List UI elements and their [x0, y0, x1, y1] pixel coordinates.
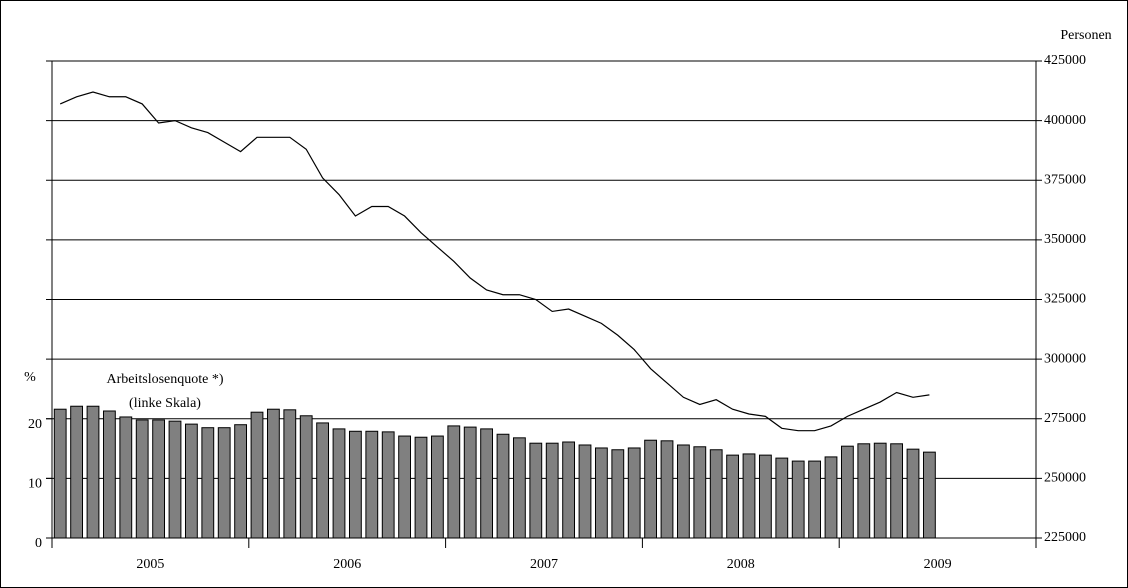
bar	[332, 428, 346, 539]
bar	[152, 419, 166, 539]
y2-tick-label: 300000	[1044, 351, 1086, 366]
bar	[381, 431, 395, 539]
bar	[775, 457, 789, 539]
bar	[808, 460, 822, 539]
y2-tick-label: 325000	[1044, 292, 1086, 307]
bar	[611, 449, 625, 539]
bar	[545, 442, 559, 539]
bar	[447, 425, 461, 539]
x-tick-label: 2005	[136, 557, 164, 572]
bar	[906, 448, 920, 539]
bar	[709, 449, 723, 539]
bar	[512, 437, 526, 539]
bar	[627, 447, 641, 539]
bar	[168, 420, 182, 539]
bar	[726, 454, 740, 539]
y2-tick-label: 250000	[1044, 471, 1086, 486]
annotation: (linke Skala)	[129, 396, 201, 411]
bar	[693, 446, 707, 539]
y2-tick-label: 275000	[1044, 411, 1086, 426]
bar	[644, 439, 658, 539]
bar	[102, 410, 116, 539]
y-tick-label: 20	[28, 417, 42, 432]
bar	[922, 451, 936, 539]
line	[59, 91, 930, 432]
bar	[496, 433, 510, 539]
annotation: Arbeitslosenquote *)	[106, 372, 223, 387]
y2-tick-label: 425000	[1044, 53, 1086, 68]
bar	[135, 419, 149, 539]
bar	[250, 411, 264, 539]
bar	[660, 440, 674, 539]
bar	[299, 415, 313, 539]
bar	[758, 454, 772, 539]
bar	[234, 424, 248, 539]
bar	[86, 405, 100, 539]
bar	[53, 408, 67, 539]
bar	[529, 442, 543, 539]
x-tick-label: 2006	[333, 557, 361, 572]
bar	[594, 447, 608, 539]
y-tick-label: 10	[28, 477, 42, 492]
bar	[873, 442, 887, 539]
bar	[562, 441, 576, 539]
bar	[857, 443, 871, 539]
bar	[201, 427, 215, 539]
bar	[742, 453, 756, 539]
bar	[119, 416, 133, 539]
bar	[316, 422, 330, 539]
bar	[365, 430, 379, 539]
y2-tick-label: 375000	[1044, 172, 1086, 187]
y2-tick-label: 400000	[1044, 113, 1086, 128]
bar	[283, 409, 297, 539]
bar	[348, 430, 362, 539]
bar	[414, 436, 428, 539]
x-tick-label: 2008	[727, 557, 755, 572]
y2-tick-label: 225000	[1044, 530, 1086, 545]
bar	[480, 428, 494, 539]
bar	[217, 427, 231, 539]
bar	[463, 426, 477, 539]
bar	[824, 456, 838, 539]
y2-tick-label: 350000	[1044, 232, 1086, 247]
x-tick-label: 2007	[530, 557, 558, 572]
bar	[890, 443, 904, 539]
y2-axis-label: Personen	[1060, 28, 1111, 43]
bar	[430, 435, 444, 539]
x-tick-label: 2009	[924, 557, 952, 572]
bar	[184, 423, 198, 539]
bar	[791, 460, 805, 539]
bar	[676, 444, 690, 539]
bar	[398, 435, 412, 539]
bar	[578, 444, 592, 539]
y-tick-label: 0	[35, 536, 42, 551]
bar	[266, 408, 280, 539]
bar	[840, 445, 854, 539]
y-axis-label: %	[24, 370, 36, 385]
bar	[70, 405, 84, 539]
